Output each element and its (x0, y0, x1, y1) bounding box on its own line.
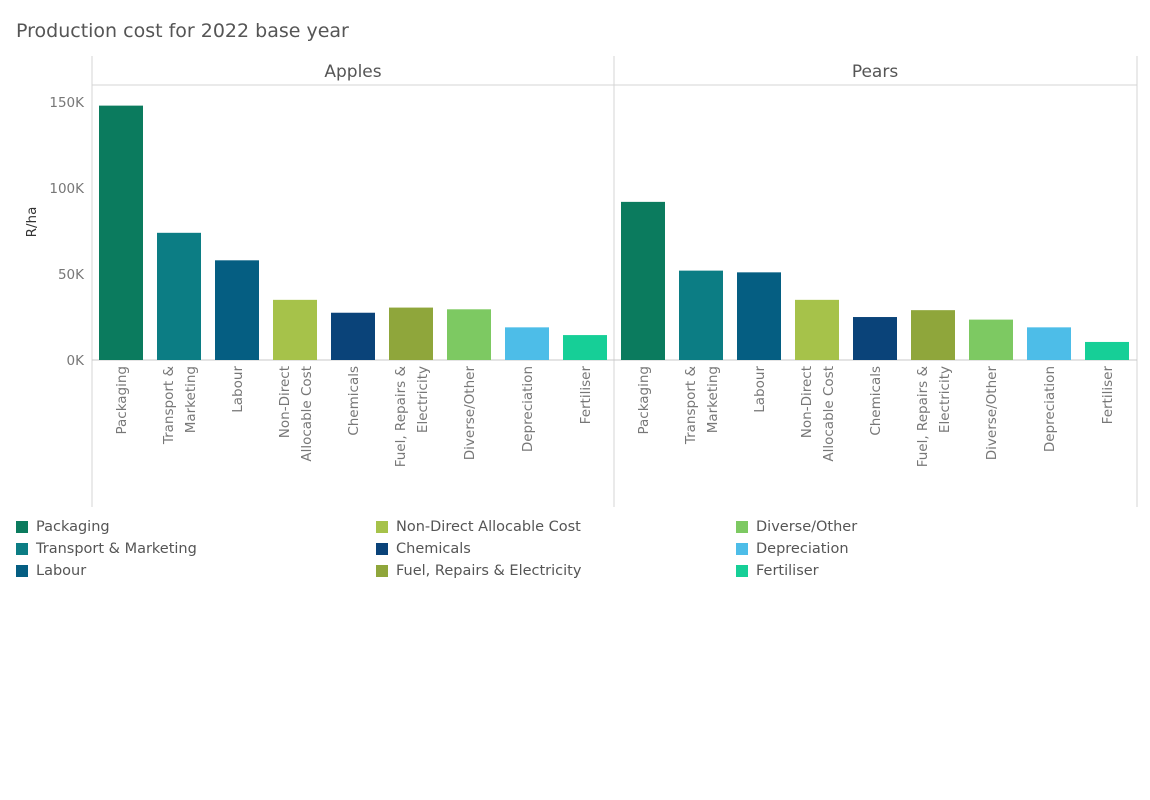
bar-apples-3 (273, 299, 317, 360)
bar-apples-7 (505, 327, 549, 360)
legend-label: Non-Direct Allocable Cost (396, 519, 581, 535)
bar-pears-5 (911, 310, 955, 360)
bar-pears-6 (969, 319, 1013, 360)
x-tick-label: Non-Direct (799, 366, 815, 438)
y-tick-label: 100K (49, 181, 85, 197)
legend-label: Transport & Marketing (36, 541, 197, 557)
bar-apples-2 (215, 260, 259, 360)
legend-swatch (16, 521, 28, 533)
bar-pears-1 (679, 270, 723, 360)
x-tick-label: Transport & (683, 366, 699, 446)
x-tick-label: Non-Direct (277, 366, 293, 438)
panel-title-pears: Pears (852, 62, 899, 82)
legend-label: Diverse/Other (756, 519, 858, 535)
legend-item[interactable]: Chemicals (376, 539, 471, 559)
x-tick-label: Fertiliser (578, 366, 594, 425)
legend: Packaging Transport & Marketing Labour Non-… (16, 517, 1136, 587)
x-tick-label: Fertiliser (1100, 366, 1116, 425)
legend-item[interactable]: Fuel, Repairs & Electricity (376, 561, 581, 581)
legend-label: Fertiliser (756, 563, 819, 579)
x-tick-label: Diverse/Other (462, 366, 478, 461)
legend-item[interactable]: Depreciation (736, 539, 849, 559)
bar-apples-4 (331, 312, 375, 360)
x-tick-label: Labour (230, 366, 246, 413)
legend-swatch (376, 521, 388, 533)
x-tick-label: Packaging (114, 366, 130, 435)
legend-label: Fuel, Repairs & Electricity (396, 563, 582, 579)
legend-swatch (16, 565, 28, 577)
legend-swatch (376, 565, 388, 577)
x-tick-label: Electricity (415, 366, 431, 433)
legend-item[interactable]: Transport & Marketing (16, 539, 197, 559)
x-tick-label: Allocable Cost (299, 366, 315, 462)
legend-label: Depreciation (756, 541, 849, 557)
legend-item[interactable]: Labour (16, 561, 86, 581)
x-tick-label: Chemicals (346, 366, 362, 436)
legend-item[interactable]: Diverse/Other (736, 517, 857, 537)
legend-label: Chemicals (396, 541, 471, 557)
bar-apples-0 (99, 105, 143, 360)
bar-apples-6 (447, 309, 491, 360)
x-tick-label: Fuel, Repairs & (915, 366, 931, 468)
x-tick-label: Labour (752, 366, 768, 413)
x-tick-label: Marketing (183, 366, 199, 433)
bar-apples-1 (157, 232, 201, 360)
x-tick-label: Transport & (161, 366, 177, 446)
x-tick-label: Diverse/Other (984, 366, 1000, 461)
x-tick-label: Packaging (636, 366, 652, 435)
y-axis-label: R/ha (24, 207, 40, 238)
legend-label: Packaging (36, 519, 110, 535)
legend-item[interactable]: Non-Direct Allocable Cost (376, 517, 581, 537)
bar-pears-7 (1027, 327, 1071, 360)
x-tick-label: Chemicals (868, 366, 884, 436)
bar-pears-3 (795, 299, 839, 360)
y-tick-label: 50K (58, 267, 85, 283)
legend-swatch (736, 543, 748, 555)
panel-title-apples: Apples (324, 62, 381, 82)
legend-swatch (736, 565, 748, 577)
bar-pears-2 (737, 272, 781, 360)
bar-apples-8 (563, 335, 607, 360)
x-tick-label: Marketing (705, 366, 721, 433)
x-tick-label: Depreciation (1042, 366, 1058, 452)
legend-swatch (736, 521, 748, 533)
x-tick-label: Fuel, Repairs & (393, 366, 409, 468)
chart-title: Production cost for 2022 base year (16, 20, 349, 42)
legend-label: Labour (36, 563, 87, 579)
bar-chart: 0K 50K 100K 150K R/ha Apples Packaging Transpor… (24, 56, 1138, 507)
x-tick-label: Depreciation (520, 366, 536, 452)
bar-pears-0 (621, 201, 665, 360)
legend-item[interactable]: Fertiliser (736, 561, 819, 581)
legend-item[interactable]: Packaging (16, 517, 110, 537)
legend-swatch (376, 543, 388, 555)
bar-apples-5 (389, 307, 433, 360)
x-tick-label: Allocable Cost (821, 366, 837, 462)
y-tick-label: 150K (49, 95, 85, 111)
y-tick-label: 0K (67, 353, 86, 369)
legend-swatch (16, 543, 28, 555)
x-tick-label: Electricity (937, 366, 953, 433)
bar-pears-8 (1085, 341, 1129, 360)
bar-pears-4 (853, 317, 897, 360)
